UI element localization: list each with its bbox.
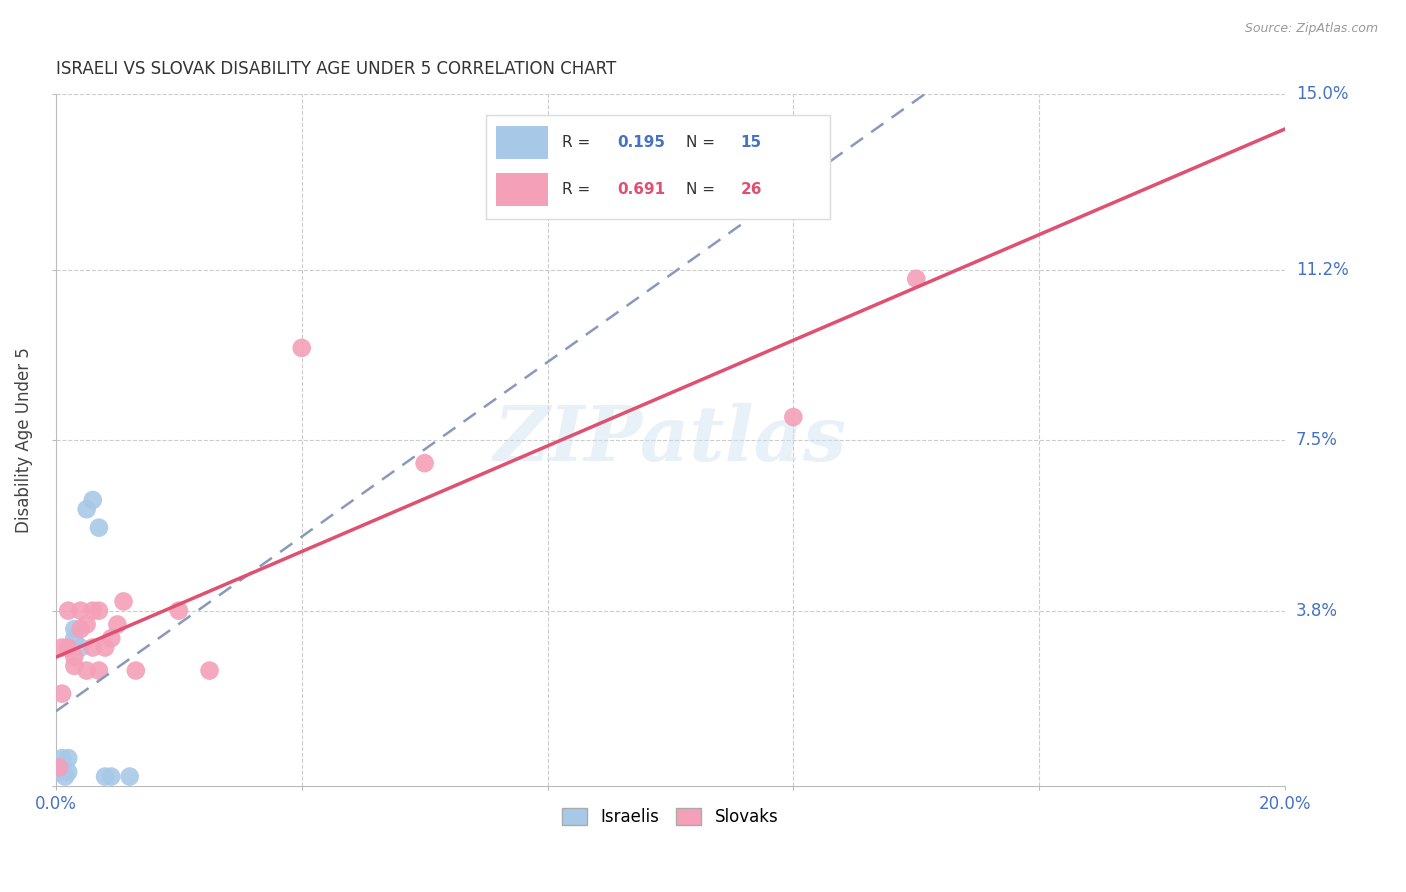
Point [76,664,98,678]
Text: ISRAELI VS SLOVAK DISABILITY AGE UNDER 5 CORRELATION CHART: ISRAELI VS SLOVAK DISABILITY AGE UNDER 5… [56,60,616,78]
Point [100,632,122,646]
Point [58,640,80,655]
Point [82,640,104,655]
Point [100,770,122,784]
Text: 3.8%: 3.8% [1296,601,1339,620]
Point [76,502,98,516]
Point [118,770,141,784]
Point [291,341,314,355]
Point [58,604,80,618]
Point [51,760,73,774]
Point [105,617,128,632]
Point [94,770,117,784]
Point [51,751,73,765]
Point [782,410,804,425]
Point [63,649,86,664]
Text: ZIPatlas: ZIPatlas [494,403,846,477]
Text: 7.5%: 7.5% [1296,431,1339,449]
Point [63,622,86,636]
Point [63,632,86,646]
Point [87,604,110,618]
Point [53,770,76,784]
Point [48,764,70,779]
Point [87,664,110,678]
Point [905,272,928,286]
Point [63,659,86,673]
Point [82,493,104,508]
Point [58,764,80,779]
Point [94,640,117,655]
Point [198,664,221,678]
Text: 15.0%: 15.0% [1296,86,1348,103]
Legend: Israelis, Slovaks: Israelis, Slovaks [555,801,785,833]
Point [51,640,73,655]
Text: 11.2%: 11.2% [1296,260,1348,278]
Point [69,622,91,636]
Point [51,687,73,701]
Y-axis label: Disability Age Under 5: Disability Age Under 5 [15,347,32,533]
Point [58,751,80,765]
Point [82,604,104,618]
Point [413,456,436,470]
Point [69,640,91,655]
Point [125,664,148,678]
Text: Source: ZipAtlas.com: Source: ZipAtlas.com [1244,22,1378,36]
Point [167,604,190,618]
Point [69,604,91,618]
Point [87,521,110,535]
Point [48,760,70,774]
Point [76,617,98,632]
Point [112,594,135,608]
